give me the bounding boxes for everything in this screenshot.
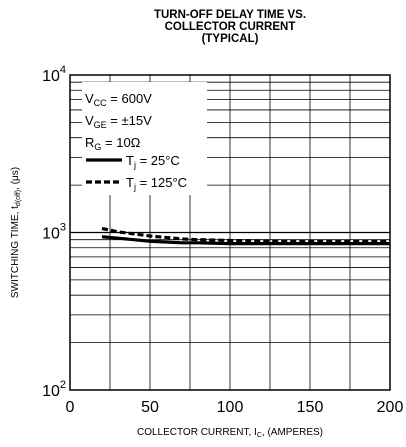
chart-title-line-1: TURN-OFF DELAY TIME VS. [153,9,307,21]
y-tick-label: 102 [42,379,66,400]
plot-frame [69,74,391,391]
tick-labels: 0 50 100 150 200 102 103 104 [42,64,403,416]
series-line-2 [101,226,390,243]
x-axis-label: COLLECTOR CURRENT, IC, (AMPERES) [137,427,323,439]
legend-series-label-1: Tj = 25°C [126,153,180,170]
series-line-1 [101,235,390,246]
y-tick-label: 103 [42,222,66,243]
legend-series-label-2: Tj = 125°C [126,175,187,192]
x-tick-label: 50 [141,399,159,416]
chart-title-line-3: (TYPICAL) [201,33,259,45]
legend-condition-3: RG = 10Ω [85,135,141,152]
x-tick-label: 200 [377,399,404,416]
y-axis-label: SWITCHING TIME, td(off), (μs) [10,167,22,298]
x-tick-label: 0 [66,399,75,416]
chart-title-line-2: COLLECTOR CURRENT [164,21,296,33]
legend-background [82,82,207,195]
legend-condition-1: VCC = 600V [85,91,152,108]
series-layer [101,226,390,246]
legend-condition-2: VGE = ±15V [85,113,152,130]
x-tick-label: 100 [217,399,244,416]
y-tick-label: 104 [42,64,66,85]
x-tick-label: 150 [297,399,324,416]
